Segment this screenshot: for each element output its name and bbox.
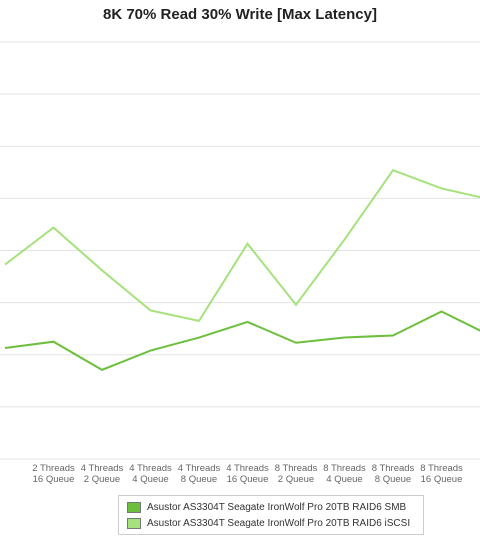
x-tick-label: 8 Threads 2 Queue: [274, 463, 318, 485]
chart-title: 8K 70% Read 30% Write [Max Latency]: [103, 6, 377, 23]
x-tick-label: 8 Threads 8 Queue: [371, 463, 415, 485]
x-tick-label: 8 Threads 4 Queue: [323, 463, 366, 485]
legend-item: Asustor AS3304T Seagate IronWolf Pro 20T…: [127, 499, 415, 515]
x-tick-label: 4 Threads 4 Queue: [129, 463, 172, 485]
x-tick-label: 4 Threads 16 Queue: [226, 463, 269, 485]
legend-item: Asustor AS3304T Seagate IronWolf Pro 20T…: [127, 515, 415, 531]
legend-swatch: [127, 501, 141, 513]
series-line: [4, 169, 480, 322]
legend: Asustor AS3304T Seagate IronWolf Pro 20T…: [118, 495, 424, 535]
x-tick-label: 2 Threads 16 Queue: [32, 463, 75, 485]
legend-swatch: [127, 517, 141, 529]
x-tick-label: 4 Threads 8 Queue: [177, 463, 221, 485]
legend-label: Asustor AS3304T Seagate IronWolf Pro 20T…: [147, 517, 411, 529]
legend-label: Asustor AS3304T Seagate IronWolf Pro 20T…: [147, 501, 407, 513]
x-tick-label: 4 Threads 2 Queue: [80, 463, 124, 485]
x-tick-label: 8 Threads 16 Queue: [420, 463, 463, 485]
series-line: [4, 310, 480, 371]
